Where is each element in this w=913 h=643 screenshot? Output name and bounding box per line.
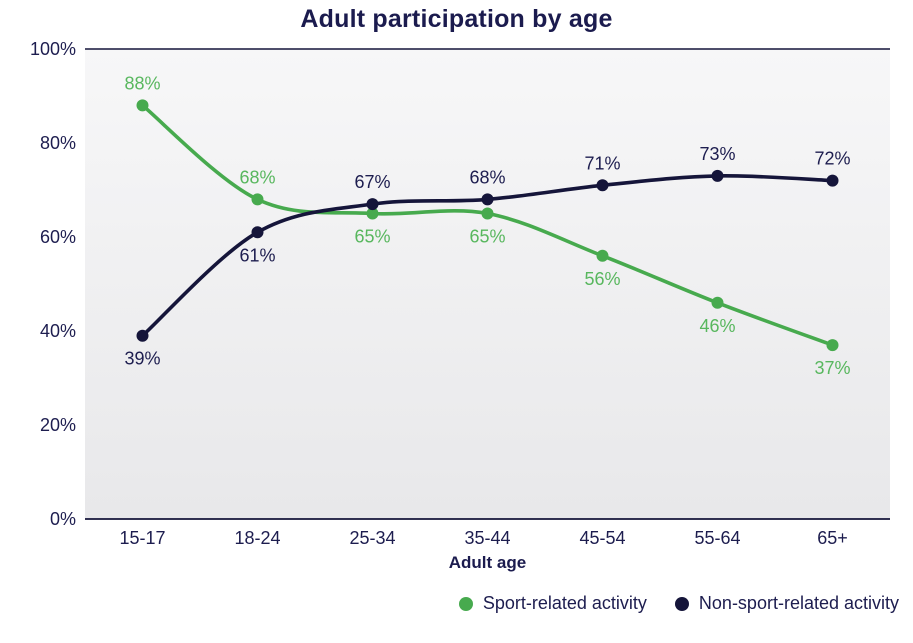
y-tick-label: 20% [40,415,76,435]
legend: Sport-related activity Non-sport-related… [458,593,899,614]
data-point-label-sport-related-activity: 37% [814,358,850,378]
data-point-marker-sport-related-activity [366,207,379,220]
data-point-label-sport-related-activity: 56% [584,269,620,289]
data-point-marker-non-sport-related-activity [596,179,609,192]
data-point-marker-non-sport-related-activity [136,329,149,342]
data-point-label-non-sport-related-activity: 72% [814,149,850,169]
y-tick-label: 80% [40,133,76,153]
x-tick-label: 35-44 [464,528,510,548]
data-point-marker-non-sport-related-activity [366,198,379,211]
data-point-marker-sport-related-activity [136,99,149,112]
data-point-label-non-sport-related-activity: 71% [584,153,620,173]
y-tick-label: 40% [40,321,76,341]
x-tick-label: 55-64 [694,528,740,548]
chart-title: Adult participation by age [300,5,613,33]
y-tick-label: 100% [30,39,76,59]
legend-label-nonsport: Non-sport-related activity [698,593,899,613]
legend-marker-sport-icon [458,596,473,611]
data-point-label-sport-related-activity: 68% [239,167,275,187]
legend-item-nonsport: Non-sport-related activity [674,593,899,614]
data-point-marker-sport-related-activity [826,339,839,352]
x-tick-label: 65+ [817,528,848,548]
x-axis-label: Adult age [448,553,527,572]
legend-item-sport: Sport-related activity [458,593,647,614]
y-tick-label: 60% [40,227,76,247]
data-point-label-sport-related-activity: 65% [469,227,505,247]
x-tick-label: 18-24 [234,528,280,548]
x-tick-label: 45-54 [579,528,625,548]
data-point-label-non-sport-related-activity: 73% [699,144,735,164]
data-point-label-sport-related-activity: 65% [354,227,390,247]
data-point-marker-sport-related-activity [481,207,494,220]
data-point-marker-non-sport-related-activity [481,193,494,206]
legend-marker-nonsport-icon [674,596,689,611]
y-tick-label: 0% [50,509,76,529]
data-point-label-non-sport-related-activity: 67% [354,172,390,192]
plot-background [85,49,890,519]
x-tick-label: 15-17 [119,528,165,548]
data-point-label-non-sport-related-activity: 39% [124,349,160,369]
data-point-marker-sport-related-activity [711,296,724,309]
data-point-label-non-sport-related-activity: 61% [239,245,275,265]
data-point-marker-non-sport-related-activity [711,169,724,182]
data-point-label-sport-related-activity: 46% [699,316,735,336]
data-point-marker-non-sport-related-activity [826,174,839,187]
data-point-marker-sport-related-activity [596,249,609,262]
data-point-marker-sport-related-activity [251,193,264,206]
data-point-marker-non-sport-related-activity [251,226,264,239]
data-point-label-sport-related-activity: 88% [124,73,160,93]
x-tick-label: 25-34 [349,528,395,548]
legend-label-sport: Sport-related activity [482,593,647,613]
data-point-label-non-sport-related-activity: 68% [469,167,505,187]
